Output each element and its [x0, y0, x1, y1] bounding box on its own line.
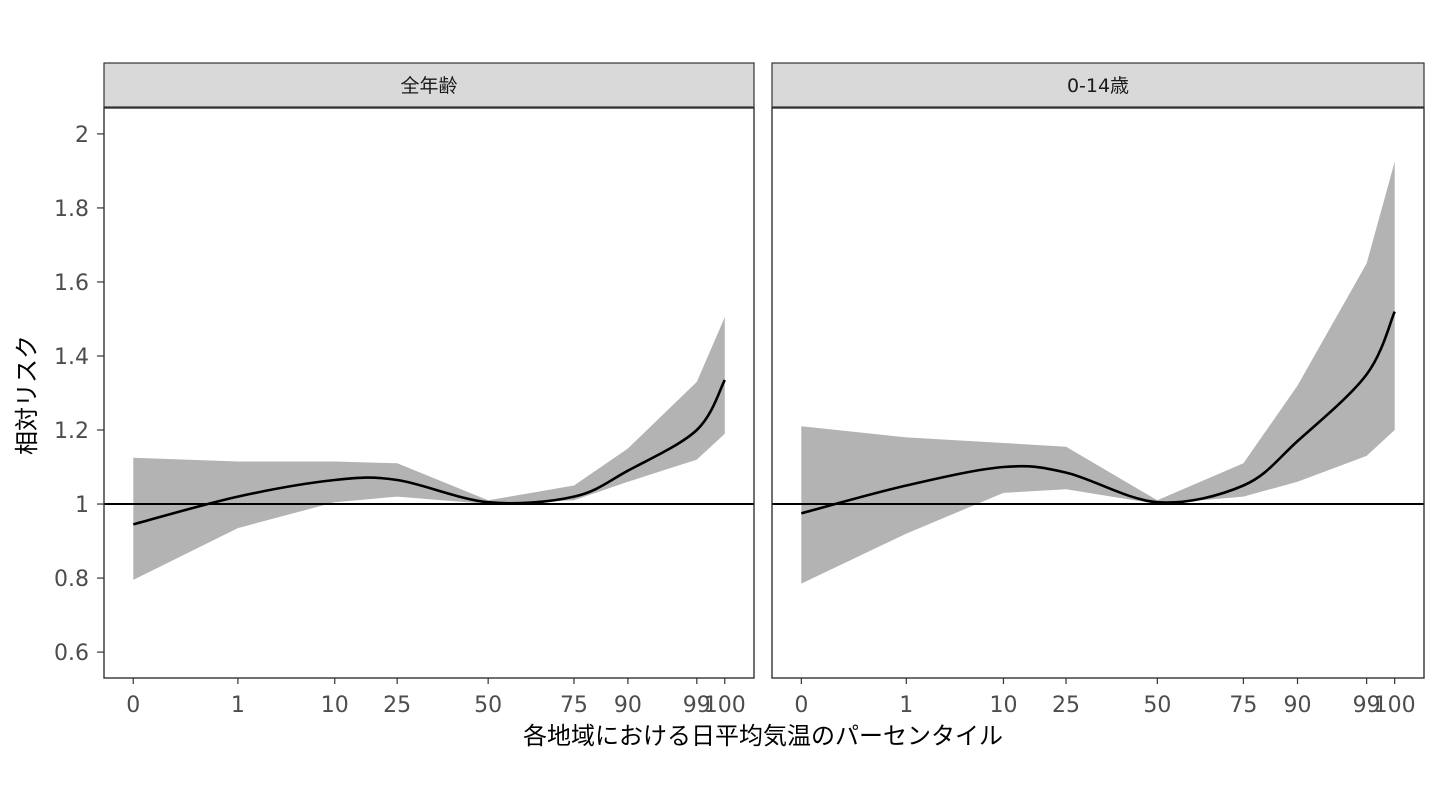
y-tick-label: 1 [75, 493, 89, 518]
x-tick-label: 1 [899, 693, 913, 718]
panel-border [103, 107, 755, 679]
panel-title: 0-14歳 [1067, 75, 1129, 97]
confidence-band [133, 317, 725, 580]
x-tick-label: 0 [126, 693, 140, 718]
x-tick-label: 75 [560, 693, 588, 718]
panel-border [771, 107, 1425, 679]
x-tick-label: 100 [704, 693, 746, 718]
x-tick-label: 0 [794, 693, 808, 718]
x-tick-label: 25 [1052, 693, 1080, 718]
x-tick-label: 1 [231, 693, 245, 718]
x-tick-label: 10 [989, 693, 1017, 718]
y-tick-label: 1.4 [54, 345, 89, 370]
x-tick-label: 90 [614, 693, 642, 718]
x-tick-label: 75 [1229, 693, 1257, 718]
estimate-line [800, 311, 1396, 515]
y-tick-label: 0.8 [54, 567, 89, 592]
x-tick-label: 50 [1143, 693, 1171, 718]
y-axis-title: 相対リスク [13, 335, 41, 455]
confidence-band [801, 161, 1395, 584]
y-tick-label: 1.8 [54, 197, 89, 222]
y-tick-label: 2 [75, 123, 89, 148]
x-tick-label: 25 [383, 693, 411, 718]
x-tick-label: 10 [321, 693, 349, 718]
panel-title: 全年齢 [400, 75, 457, 97]
x-tick-label: 100 [1374, 693, 1416, 718]
x-tick-label: 50 [474, 693, 502, 718]
panel-strip [103, 62, 755, 108]
y-tick-label: 0.6 [54, 641, 89, 666]
x-tick-label: 99 [683, 693, 711, 718]
panel-strip [771, 62, 1425, 108]
x-axis-title: 各地域における日平均気温のパーセンタイル [523, 722, 1003, 750]
estimate-line [132, 379, 726, 526]
x-tick-label: 90 [1284, 693, 1312, 718]
y-tick-label: 1.2 [54, 419, 89, 444]
x-tick-label: 99 [1353, 693, 1381, 718]
y-tick-label: 1.6 [54, 271, 89, 296]
